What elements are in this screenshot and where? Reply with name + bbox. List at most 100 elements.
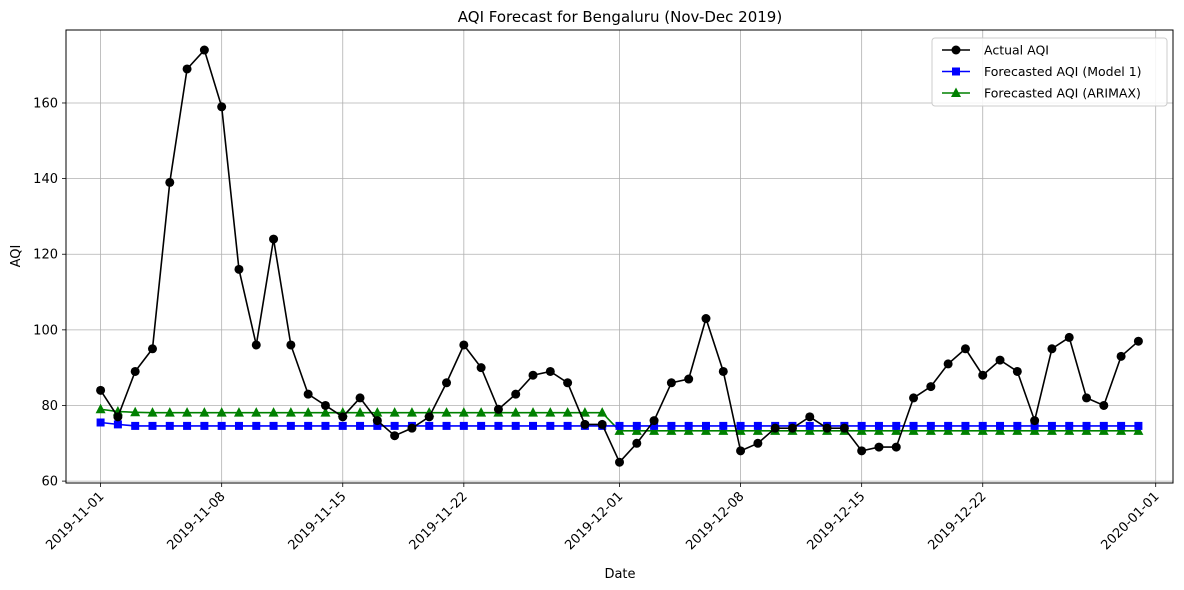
data-point xyxy=(130,366,140,376)
data-point xyxy=(944,421,953,430)
data-point xyxy=(978,370,988,380)
data-point xyxy=(1099,400,1109,410)
legend-item: Forecasted AQI (Model 1) xyxy=(942,64,1142,79)
data-point xyxy=(701,314,711,324)
data-point xyxy=(1047,344,1057,354)
data-point xyxy=(390,421,399,430)
data-point xyxy=(908,425,919,435)
data-point xyxy=(164,407,175,417)
data-point xyxy=(199,45,209,55)
data-point xyxy=(1046,425,1057,435)
data-point xyxy=(441,407,452,417)
data-point xyxy=(442,378,452,388)
data-point xyxy=(252,421,261,430)
data-point xyxy=(719,421,728,430)
data-point xyxy=(649,416,659,426)
data-point xyxy=(856,425,867,435)
data-point xyxy=(909,393,919,403)
data-point xyxy=(372,416,382,426)
data-point xyxy=(476,363,486,373)
data-point xyxy=(1030,421,1039,430)
data-point xyxy=(562,407,573,417)
data-point xyxy=(269,234,279,244)
data-point xyxy=(390,431,400,441)
data-point xyxy=(632,438,642,448)
data-point xyxy=(303,389,313,399)
data-point xyxy=(233,407,244,417)
data-point xyxy=(1029,425,1040,435)
data-point xyxy=(182,407,193,417)
data-point xyxy=(234,421,243,430)
data-point xyxy=(1082,421,1091,430)
data-point xyxy=(770,423,780,433)
data-point xyxy=(182,64,192,74)
data-point xyxy=(147,407,158,417)
y-tick-label: 160 xyxy=(33,96,58,111)
data-point xyxy=(961,421,970,430)
data-point xyxy=(701,421,710,430)
data-point xyxy=(148,421,157,430)
data-point xyxy=(718,366,728,376)
legend-label: Forecasted AQI (ARIMAX) xyxy=(984,86,1141,101)
data-point xyxy=(684,421,693,430)
data-point xyxy=(1030,416,1040,426)
y-tick: 80 xyxy=(41,399,66,414)
data-point xyxy=(510,407,521,417)
data-point xyxy=(217,421,226,430)
data-point xyxy=(1082,393,1092,403)
series-forecasted-aqi-model-1 xyxy=(96,418,1143,430)
data-point xyxy=(183,421,192,430)
series-actual-aqi xyxy=(96,45,1143,467)
data-point xyxy=(753,438,763,448)
data-point xyxy=(787,423,797,433)
legend-swatch-marker xyxy=(951,45,961,55)
data-point xyxy=(650,421,659,430)
data-point xyxy=(251,340,261,350)
data-point xyxy=(1098,425,1109,435)
data-point xyxy=(199,407,210,417)
data-point xyxy=(1012,425,1023,435)
series-layer xyxy=(95,45,1144,467)
data-point xyxy=(200,421,209,430)
data-point xyxy=(873,425,884,435)
data-point xyxy=(804,425,815,435)
data-point xyxy=(1133,336,1143,346)
data-point xyxy=(459,421,468,430)
data-point xyxy=(839,423,849,433)
data-point xyxy=(909,421,918,430)
data-point xyxy=(96,418,105,427)
y-tick-label: 120 xyxy=(33,248,58,263)
legend-label: Actual AQI xyxy=(984,43,1049,58)
data-point xyxy=(891,442,901,452)
data-point xyxy=(753,421,762,430)
legend-item: Forecasted AQI (ARIMAX) xyxy=(942,86,1141,101)
data-point xyxy=(442,421,451,430)
data-point xyxy=(216,407,227,417)
data-point xyxy=(96,385,106,395)
data-point xyxy=(1013,421,1022,430)
data-point xyxy=(649,425,660,435)
data-point xyxy=(285,407,296,417)
data-point xyxy=(131,421,140,430)
data-point xyxy=(667,421,676,430)
data-point xyxy=(1064,425,1075,435)
data-point xyxy=(372,407,383,417)
data-point xyxy=(718,425,729,435)
data-point xyxy=(511,421,520,430)
data-point xyxy=(736,446,746,456)
data-point xyxy=(424,412,434,422)
data-point xyxy=(321,421,330,430)
data-point xyxy=(1081,425,1092,435)
chart-title: AQI Forecast for Bengaluru (Nov-Dec 2019… xyxy=(458,8,782,26)
data-point xyxy=(268,407,279,417)
data-point xyxy=(943,359,953,369)
data-point xyxy=(304,421,313,430)
data-point xyxy=(476,407,487,417)
data-point xyxy=(995,425,1006,435)
data-point xyxy=(459,340,469,350)
data-point xyxy=(165,177,175,187)
data-point xyxy=(995,355,1005,365)
data-point xyxy=(1012,366,1022,376)
data-point xyxy=(874,421,883,430)
data-point xyxy=(165,421,174,430)
